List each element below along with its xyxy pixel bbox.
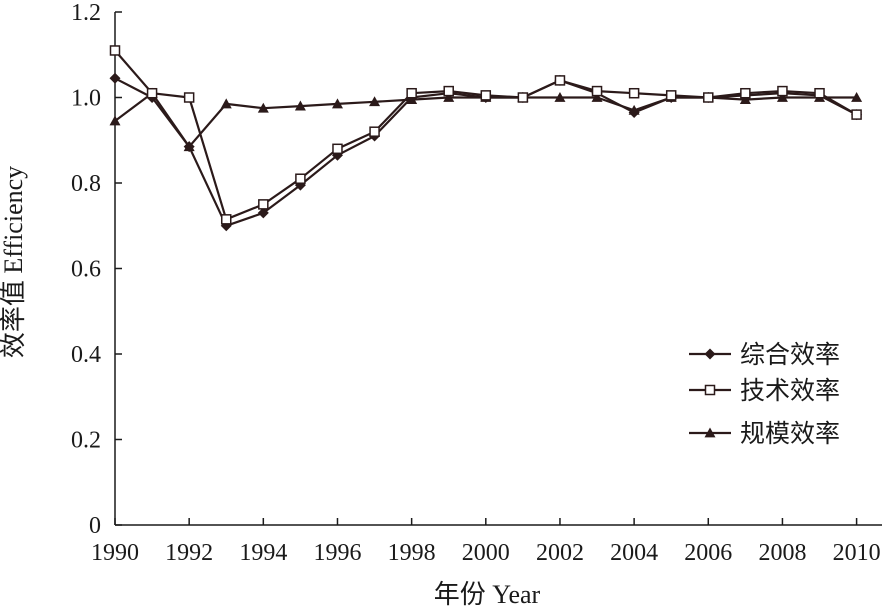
x-tick-label: 2008 <box>758 540 806 566</box>
x-tick-label: 1994 <box>239 540 287 566</box>
x-axis-title: 年份 Year <box>434 580 541 609</box>
data-point <box>331 98 343 109</box>
data-point <box>628 106 640 118</box>
data-point <box>109 45 121 56</box>
x-tick-label: 1990 <box>91 540 139 566</box>
data-point <box>554 92 566 102</box>
y-tick-label: 0 <box>89 513 101 539</box>
data-point <box>369 96 381 107</box>
x-tick-label: 1996 <box>313 540 361 566</box>
data-point <box>258 199 269 210</box>
legend-marker-square <box>704 384 716 396</box>
legend-label: 综合效率 <box>740 341 840 369</box>
y-tick-label: 0.8 <box>71 171 101 197</box>
data-point <box>257 102 269 113</box>
data-point <box>740 87 751 99</box>
data-point <box>332 143 343 155</box>
chart-axes <box>114 12 882 526</box>
data-point <box>628 87 640 99</box>
data-point <box>295 173 306 184</box>
data-point <box>591 85 603 97</box>
data-point <box>220 214 232 225</box>
data-point <box>777 85 788 97</box>
x-tick-label: 2010 <box>833 540 881 566</box>
y-axis-ticks: 0 0.2 0.4 0.6 0.8 1.0 1.2 <box>71 0 122 539</box>
series-layer <box>109 45 863 232</box>
x-tick-label: 2006 <box>684 540 732 566</box>
y-axis-title: 效率值 Efficiency <box>0 166 28 358</box>
data-point <box>183 92 195 103</box>
legend-marker-diamond <box>704 348 716 360</box>
x-tick-label: 1992 <box>165 540 213 566</box>
data-point <box>183 141 195 153</box>
data-point <box>517 92 529 103</box>
data-point <box>109 72 121 84</box>
data-point <box>443 85 454 97</box>
data-point <box>294 100 306 111</box>
data-point <box>554 75 566 86</box>
data-point <box>665 90 677 101</box>
x-tick-label: 2000 <box>462 540 510 566</box>
y-tick-label: 0.6 <box>71 257 101 283</box>
data-point <box>257 207 269 219</box>
data-point <box>814 87 825 99</box>
legend-marker-triangle <box>704 427 716 438</box>
series-line <box>114 49 858 221</box>
data-point <box>406 87 417 99</box>
data-point <box>851 92 863 102</box>
y-tick-label: 0.2 <box>71 428 101 454</box>
series-square <box>109 45 862 225</box>
x-tick-label: 2002 <box>536 540 584 566</box>
data-point <box>851 109 862 120</box>
x-tick-label: 1998 <box>388 540 436 566</box>
y-tick-label: 0.4 <box>71 342 101 368</box>
y-tick-label: 1.0 <box>71 86 101 112</box>
x-axis-ticks: 1990 1992 1994 1996 1998 2000 2002 2004 2006 2008… <box>91 518 881 566</box>
data-point <box>703 92 714 103</box>
data-point <box>220 98 232 109</box>
data-point <box>369 126 380 137</box>
legend-label: 技术效率 <box>740 377 840 405</box>
data-point <box>146 87 158 99</box>
x-tick-label: 2004 <box>610 540 658 566</box>
data-point <box>109 115 121 126</box>
data-point <box>480 90 492 101</box>
legend-label: 规模效率 <box>740 420 840 448</box>
y-tick-label: 1.2 <box>71 0 101 26</box>
